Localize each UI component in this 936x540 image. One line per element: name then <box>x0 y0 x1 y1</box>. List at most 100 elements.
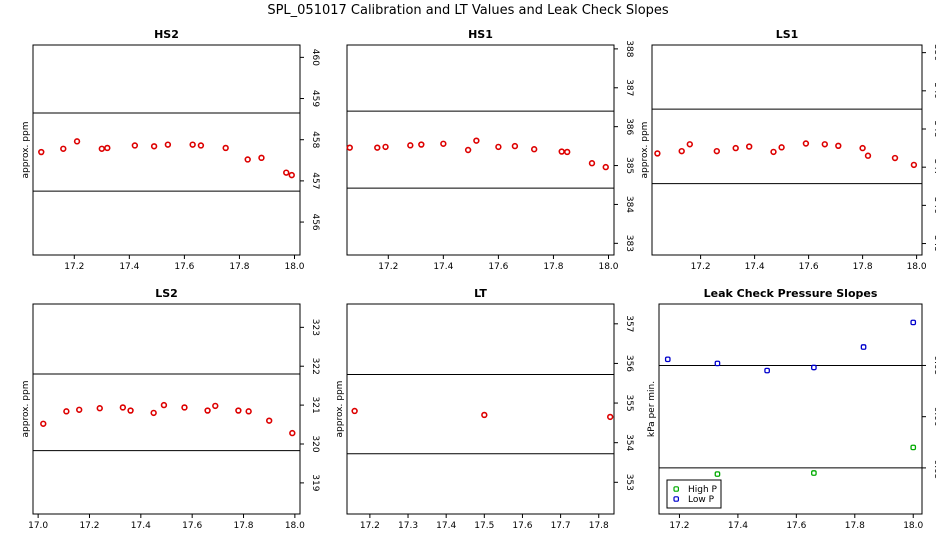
panel-ls1: LS1 17.2 17.4 17.6 17.8 18.0 345 346 347 348 349 35… <box>640 28 936 272</box>
data-point <box>181 404 188 411</box>
y-tick-label: 350 <box>932 44 936 61</box>
y-axis-label: approx. ppm <box>640 122 650 179</box>
data-point <box>212 402 219 410</box>
data-point <box>265 417 273 424</box>
data-point <box>745 143 753 150</box>
data-point <box>732 144 739 152</box>
data-point <box>802 140 810 147</box>
data-point <box>235 407 242 414</box>
panel-title: LT <box>474 287 487 300</box>
y-tick-label: 346 <box>932 197 936 214</box>
data-point <box>288 171 295 179</box>
x-tick-label: 17.2 <box>64 262 84 272</box>
data-point <box>119 404 127 411</box>
x-tick-label: 17.2 <box>79 521 99 531</box>
plot-frame <box>651 44 923 256</box>
y-tick-label: 383 <box>624 235 634 252</box>
panel-title: HS2 <box>154 28 179 41</box>
data-point <box>127 407 134 414</box>
data-point <box>464 146 472 154</box>
data-point <box>374 144 381 151</box>
y-axis-label: approx. ppm <box>21 122 31 179</box>
plot-frame <box>658 303 923 515</box>
data-point <box>564 148 571 156</box>
x-tick-label: 17.8 <box>845 521 865 531</box>
legend-marker <box>673 486 680 492</box>
data-point <box>713 147 720 155</box>
data-point <box>38 148 45 156</box>
data-point <box>63 408 70 415</box>
data-point <box>664 356 671 363</box>
x-tick-label: 17.0 <box>28 521 48 531</box>
y-tick-label: 320 <box>310 435 320 452</box>
x-tick-label: 17.6 <box>512 521 532 531</box>
data-point <box>714 471 721 477</box>
y-tick-label: 385 <box>624 157 634 174</box>
y-axis-label: kPa per min. <box>647 381 657 437</box>
y-tick-label: 386 <box>624 118 634 135</box>
data-point <box>60 145 67 152</box>
y-tick-label: 457 <box>310 172 320 189</box>
data-point <box>686 141 693 148</box>
x-tick-label: 17.8 <box>233 521 253 531</box>
y-tick-label: 459 <box>310 90 320 107</box>
data-point <box>197 142 205 149</box>
y-tick-label: 0.05 <box>932 355 936 375</box>
data-point <box>76 406 83 413</box>
x-tick-label: 17.3 <box>398 521 418 531</box>
y-tick-label: 349 <box>932 82 936 99</box>
x-tick-label: 17.2 <box>691 262 711 272</box>
data-point <box>864 152 872 159</box>
data-point <box>289 429 296 437</box>
y-tick-label: 347 <box>932 159 936 176</box>
y-tick-label: 355 <box>624 394 634 411</box>
data-point <box>131 142 139 149</box>
y-tick-label: 0.00 <box>932 407 936 427</box>
y-tick-label: 319 <box>310 474 320 491</box>
x-tick-label: 17.2 <box>669 521 689 531</box>
data-point <box>678 147 685 155</box>
x-tick-label: 18.0 <box>284 262 304 272</box>
panel-title: HS1 <box>468 28 493 41</box>
data-point <box>654 150 661 157</box>
data-point <box>164 141 172 148</box>
data-point <box>245 408 252 415</box>
panel-hs2: HS2 17.2 17.4 17.6 17.8 18.0 456 457 458 459 460 ap… <box>21 28 320 272</box>
data-point <box>811 364 817 371</box>
data-point <box>150 409 157 417</box>
data-point <box>98 145 106 152</box>
panel-title: Leak Check Pressure Slopes <box>704 287 878 300</box>
y-tick-label: 322 <box>310 358 320 375</box>
x-tick-label: 17.2 <box>360 521 380 531</box>
plot-frame <box>32 303 301 515</box>
data-point <box>150 143 158 150</box>
data-point <box>495 143 502 151</box>
data-point <box>588 160 596 167</box>
x-tick-label: 17.6 <box>182 521 202 531</box>
data-point <box>770 148 777 156</box>
x-tick-label: 17.4 <box>131 521 151 531</box>
legend-box <box>666 479 722 509</box>
data-point <box>910 161 918 169</box>
data-point <box>346 144 353 151</box>
x-tick-label: 18.0 <box>285 521 305 531</box>
data-point <box>910 444 917 451</box>
legend-marker <box>673 496 680 502</box>
panel-title: LS2 <box>155 287 178 300</box>
data-point <box>859 144 866 152</box>
y-tick-label: 357 <box>624 315 634 332</box>
data-point <box>481 411 488 419</box>
data-point <box>530 146 538 153</box>
x-tick-label: 17.4 <box>119 262 139 272</box>
x-tick-label: 17.8 <box>853 262 873 272</box>
y-tick-label: 387 <box>624 79 634 96</box>
data-point <box>418 141 425 148</box>
x-tick-label: 17.8 <box>589 521 609 531</box>
data-point <box>382 143 389 151</box>
data-point <box>160 401 168 409</box>
x-tick-label: 17.6 <box>786 521 806 531</box>
x-tick-label: 18.0 <box>907 262 927 272</box>
x-tick-label: 17.6 <box>799 262 819 272</box>
data-point <box>558 148 565 155</box>
data-point <box>244 156 251 163</box>
